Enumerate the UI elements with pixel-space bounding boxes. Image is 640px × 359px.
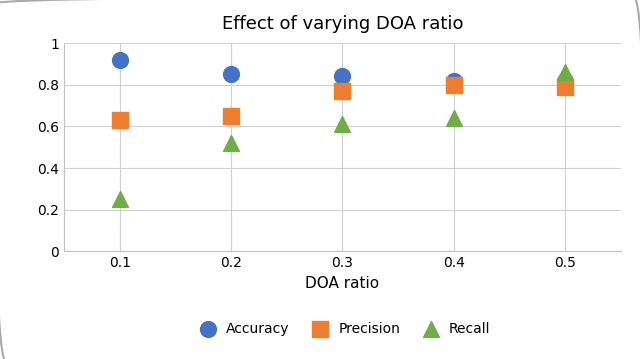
- Accuracy: [449, 78, 459, 83]
- Recall: [115, 196, 125, 202]
- X-axis label: DOA ratio: DOA ratio: [305, 276, 380, 291]
- Precision: [560, 84, 570, 90]
- Accuracy: [337, 74, 348, 79]
- Title: Effect of varying DOA ratio: Effect of varying DOA ratio: [221, 15, 463, 33]
- Recall: [337, 121, 348, 127]
- Accuracy: [226, 71, 236, 77]
- Legend: Accuracy, Precision, Recall: Accuracy, Precision, Recall: [189, 317, 496, 342]
- Accuracy: [560, 78, 570, 83]
- Precision: [226, 113, 236, 119]
- Accuracy: [115, 57, 125, 62]
- Recall: [560, 69, 570, 75]
- Precision: [115, 117, 125, 123]
- Precision: [337, 88, 348, 94]
- Recall: [449, 115, 459, 121]
- Precision: [449, 82, 459, 88]
- Recall: [226, 140, 236, 146]
